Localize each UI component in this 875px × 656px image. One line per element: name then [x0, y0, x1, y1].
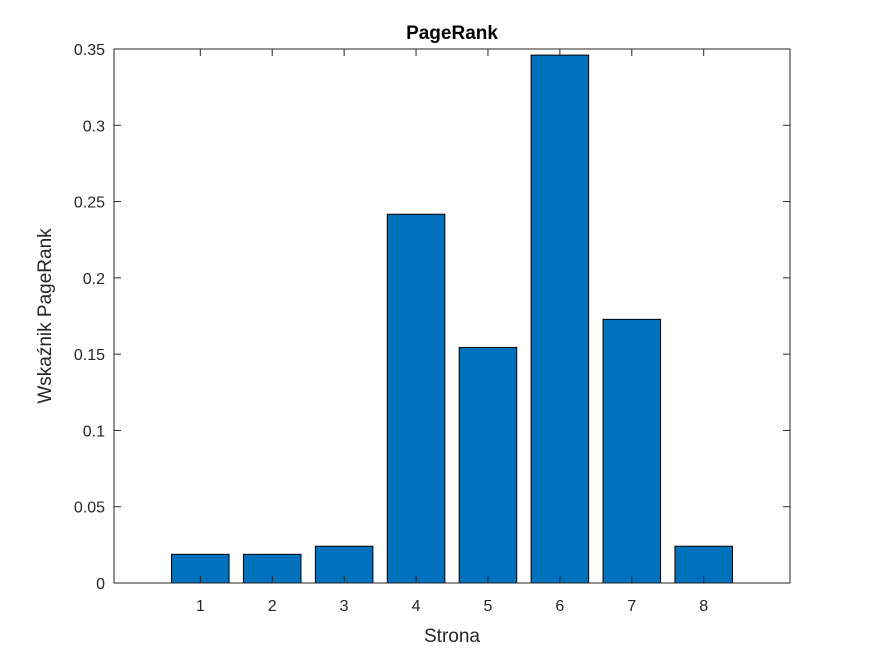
- bar-6: [530, 54, 590, 584]
- y-tick-label: 0.35: [74, 42, 105, 59]
- plot-area: [114, 49, 790, 583]
- bar-4: [386, 213, 446, 584]
- x-tick-label: 6: [555, 598, 564, 615]
- x-tick-label: 5: [484, 598, 493, 615]
- x-axis-label: Strona: [424, 626, 480, 647]
- y-tick-label: 0.1: [83, 423, 105, 440]
- y-tick-label: 0.25: [74, 195, 105, 212]
- y-tick-labels: 0 0.05 0.1 0.15 0.2 0.25 0.3 0.35: [74, 42, 105, 593]
- y-tick-label: 0.2: [83, 271, 105, 288]
- y-tick-label: 0.15: [74, 347, 105, 364]
- x-tick-labels: 1 2 3 4 5 6 7 8: [196, 598, 708, 615]
- axes-box: [113, 48, 791, 584]
- y-tick-label: 0: [96, 576, 105, 593]
- y-tick-label: 0.05: [74, 500, 105, 517]
- x-tick-label: 1: [196, 598, 205, 615]
- x-tick-label: 8: [699, 598, 708, 615]
- chart-title: PageRank: [406, 23, 498, 44]
- bars-layer: [171, 54, 733, 584]
- x-tick-label: 2: [268, 598, 277, 615]
- x-tick-label: 3: [340, 598, 349, 615]
- x-tick-label: 7: [627, 598, 636, 615]
- y-axis-label: Wskaźnik PageRank: [35, 228, 56, 404]
- bar-7: [602, 318, 662, 584]
- x-tick-label: 4: [412, 598, 421, 615]
- bar-5: [458, 346, 518, 584]
- y-tick-label: 0.3: [83, 118, 105, 135]
